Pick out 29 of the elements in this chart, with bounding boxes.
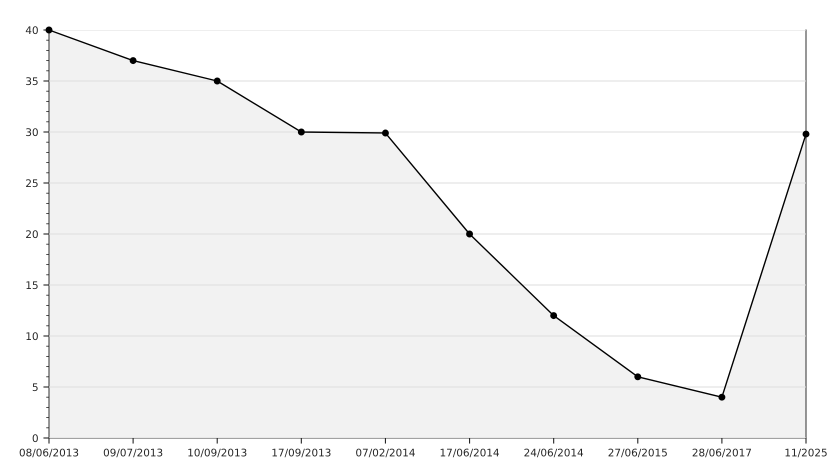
x-tick-label: 27/06/2015 — [608, 448, 667, 458]
point — [382, 130, 389, 136]
x-tick-label: 17/09/2013 — [272, 448, 331, 458]
x-tick-label: 24/06/2014 — [524, 448, 584, 458]
point — [214, 78, 221, 84]
x-tick-label: 17/06/2014 — [440, 448, 499, 458]
point — [718, 394, 726, 401]
y-tick-label: 0 — [32, 434, 38, 442]
y-tick-label: 5 — [32, 383, 38, 392]
point — [802, 130, 810, 138]
y-tick-label: 25 — [26, 179, 38, 188]
x-tick-label: 07/02/2014 — [356, 448, 415, 458]
x-tick-label: 28/06/2017 — [692, 448, 752, 458]
y-tick-label: 40 — [26, 26, 38, 34]
x-tick-label: 09/07/2013 — [104, 448, 162, 458]
x-tick-label: 11/2025 — [786, 448, 827, 458]
y-tick-label: 15 — [26, 281, 38, 290]
point — [634, 373, 642, 380]
y-tick-label: 30 — [26, 128, 38, 136]
y-tick-label: 10 — [26, 332, 38, 340]
point — [46, 26, 52, 34]
y-tick-label: 20 — [26, 230, 38, 238]
y-tick-label: 35 — [26, 77, 38, 86]
point — [130, 57, 137, 64]
x-tick-label: 08/06/2013 — [20, 448, 78, 458]
point — [466, 230, 474, 238]
x-tick-label: 10/09/2013 — [188, 448, 246, 458]
point — [550, 312, 558, 320]
point — [298, 128, 305, 136]
